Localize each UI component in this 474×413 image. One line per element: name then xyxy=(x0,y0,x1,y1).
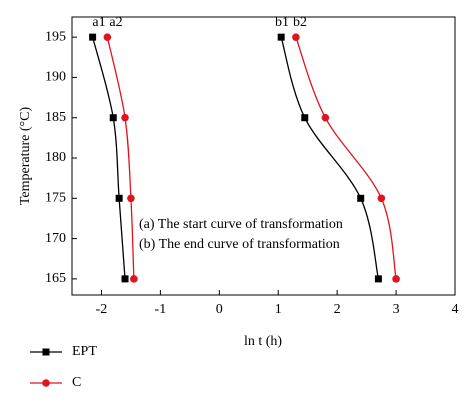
marker xyxy=(292,33,300,41)
x-tick-label: 4 xyxy=(452,302,459,317)
marker xyxy=(357,194,365,202)
curve xyxy=(91,36,126,279)
curve xyxy=(106,37,135,279)
marker xyxy=(127,194,135,203)
y-tick-label: 180 xyxy=(45,150,66,165)
marker xyxy=(115,194,123,202)
marker xyxy=(377,194,386,203)
y-tick-label: 170 xyxy=(45,231,66,246)
marker xyxy=(392,275,400,283)
y-tick-label: 195 xyxy=(45,29,66,44)
marker xyxy=(121,113,129,122)
annotation: (a) The start curve of transformation xyxy=(139,217,343,232)
marker xyxy=(109,114,117,122)
y-tick-label: 190 xyxy=(45,70,66,85)
x-tick-label: 0 xyxy=(216,302,223,317)
curve xyxy=(295,36,397,280)
x-tick-label: 2 xyxy=(334,302,341,317)
marker xyxy=(89,33,97,41)
x-axis-label: ln t (h) xyxy=(244,334,282,349)
plot-frame xyxy=(71,16,456,296)
marker xyxy=(130,275,138,283)
x-tick-label: 3 xyxy=(393,302,400,317)
curve xyxy=(280,36,380,280)
legend-label: C xyxy=(72,375,81,390)
legend-marker xyxy=(42,379,50,387)
curve-label: b1 xyxy=(275,15,289,30)
marker xyxy=(301,114,309,122)
marker xyxy=(121,275,129,283)
x-tick-label: -2 xyxy=(96,302,108,317)
legend-label: EPT xyxy=(72,344,97,359)
curve-label: a2 xyxy=(109,15,122,30)
y-tick-label: 165 xyxy=(45,271,66,286)
curve-label: a1 xyxy=(92,15,105,30)
legend-marker xyxy=(42,348,50,356)
y-axis-label: Temperature (°C) xyxy=(18,107,33,206)
annotation: (b) The end curve of transformation xyxy=(139,237,340,252)
marker xyxy=(277,33,285,41)
y-tick-label: 185 xyxy=(45,110,66,125)
x-tick-label: -1 xyxy=(155,302,167,317)
curve-label: b2 xyxy=(293,15,307,30)
marker xyxy=(374,275,382,283)
marker xyxy=(321,113,330,122)
x-tick-label: 1 xyxy=(275,302,282,317)
marker xyxy=(103,33,112,41)
y-tick-label: 175 xyxy=(45,191,66,206)
